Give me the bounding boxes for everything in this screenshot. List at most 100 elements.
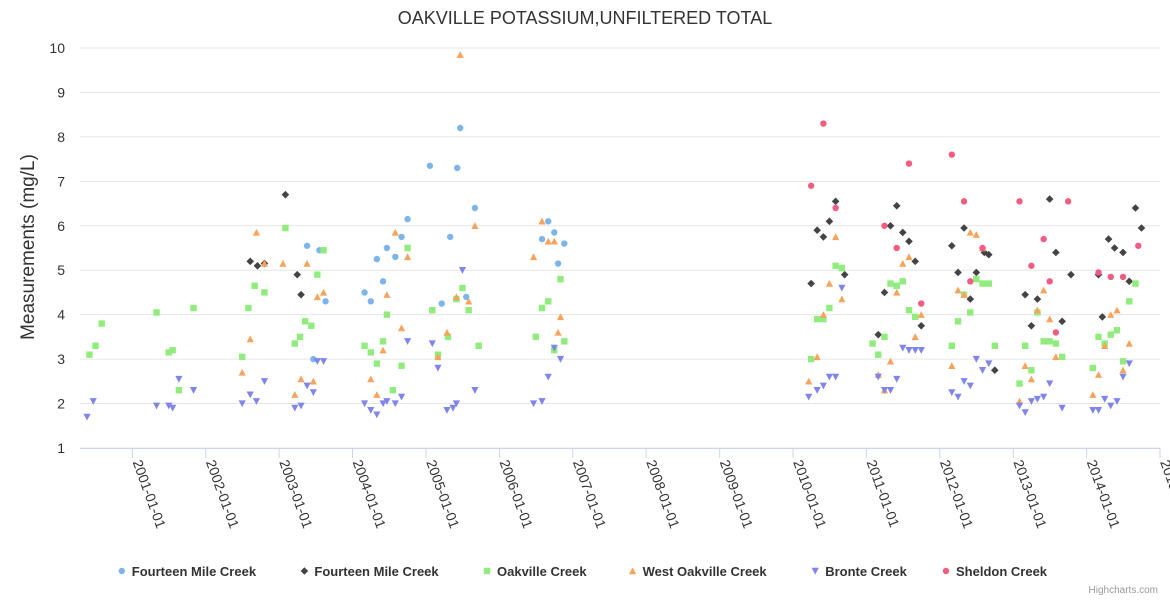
data-point[interactable]	[554, 328, 562, 336]
data-point[interactable]	[813, 353, 821, 361]
data-point[interactable]	[805, 377, 813, 385]
data-point[interactable]	[403, 338, 412, 345]
data-point[interactable]	[1040, 338, 1047, 345]
data-point[interactable]	[881, 333, 888, 341]
data-point[interactable]	[471, 204, 479, 212]
data-point[interactable]	[820, 315, 827, 323]
data-point[interactable]	[529, 253, 538, 261]
data-point[interactable]	[282, 224, 289, 232]
data-point[interactable]	[556, 313, 565, 321]
data-point[interactable]	[979, 244, 986, 252]
legend-marker-icon[interactable]	[483, 567, 491, 575]
data-point[interactable]	[832, 373, 840, 381]
legend-marker-icon[interactable]	[629, 567, 637, 575]
data-point[interactable]	[967, 309, 974, 316]
data-point[interactable]	[1033, 395, 1042, 403]
data-point[interactable]	[1131, 204, 1140, 212]
data-point[interactable]	[991, 342, 999, 349]
data-point[interactable]	[246, 257, 255, 266]
data-point[interactable]	[954, 318, 962, 325]
data-point[interactable]	[978, 367, 987, 374]
data-point[interactable]	[807, 355, 815, 363]
legend-label[interactable]: Sheldon Creek	[956, 564, 1048, 579]
data-point[interactable]	[153, 309, 160, 316]
data-point[interactable]	[391, 400, 399, 408]
data-point[interactable]	[251, 282, 258, 289]
data-point[interactable]	[832, 262, 839, 269]
data-point[interactable]	[434, 364, 442, 372]
data-point[interactable]	[899, 344, 907, 352]
data-point[interactable]	[246, 335, 254, 343]
legend-label[interactable]: Fourteen Mile Creek	[314, 564, 439, 579]
legend-item[interactable]: Fourteen Mile Creek	[118, 564, 257, 579]
data-point[interactable]	[1132, 280, 1139, 287]
data-point[interactable]	[838, 264, 846, 272]
data-point[interactable]	[1113, 398, 1121, 405]
data-point[interactable]	[1126, 298, 1133, 305]
data-point[interactable]	[152, 402, 161, 410]
data-point[interactable]	[972, 355, 980, 363]
data-point[interactable]	[1107, 311, 1115, 318]
data-point[interactable]	[459, 284, 466, 292]
data-point[interactable]	[260, 378, 269, 385]
data-point[interactable]	[98, 320, 105, 327]
data-point[interactable]	[892, 201, 901, 210]
data-point[interactable]	[874, 330, 883, 339]
data-point[interactable]	[1089, 364, 1097, 372]
data-point[interactable]	[538, 235, 546, 243]
data-point[interactable]	[361, 289, 368, 296]
data-point[interactable]	[840, 270, 849, 279]
data-point[interactable]	[1052, 340, 1060, 347]
data-point[interactable]	[291, 391, 299, 398]
data-point[interactable]	[532, 333, 539, 341]
data-point[interactable]	[1110, 244, 1119, 252]
data-point[interactable]	[960, 378, 968, 385]
data-point[interactable]	[1098, 313, 1107, 321]
data-point[interactable]	[893, 282, 900, 289]
data-point[interactable]	[1027, 321, 1036, 330]
data-point[interactable]	[320, 247, 327, 254]
legend-item[interactable]: Fourteen Mile Creek	[300, 564, 440, 579]
data-point[interactable]	[905, 253, 913, 261]
data-point[interactable]	[404, 215, 411, 223]
data-point[interactable]	[297, 290, 305, 299]
data-point[interactable]	[475, 342, 482, 349]
data-point[interactable]	[1033, 306, 1042, 314]
data-point[interactable]	[880, 288, 889, 297]
data-point[interactable]	[984, 250, 993, 259]
data-point[interactable]	[947, 241, 956, 250]
data-point[interactable]	[832, 204, 839, 212]
legend-marker-icon[interactable]	[942, 567, 950, 575]
data-point[interactable]	[383, 398, 391, 405]
data-point[interactable]	[966, 295, 975, 303]
data-point[interactable]	[551, 229, 558, 236]
data-point[interactable]	[874, 373, 882, 381]
data-point[interactable]	[979, 280, 986, 287]
data-point[interactable]	[1033, 295, 1042, 303]
data-point[interactable]	[1021, 342, 1029, 349]
data-point[interactable]	[471, 387, 479, 394]
data-point[interactable]	[973, 275, 980, 283]
legend[interactable]: Fourteen Mile Creek Fourteen Mile Creek Oa…	[118, 564, 1048, 579]
data-point[interactable]	[880, 387, 889, 394]
data-point[interactable]	[1095, 269, 1102, 276]
data-point[interactable]	[281, 190, 290, 199]
data-point[interactable]	[293, 270, 302, 279]
data-point[interactable]	[297, 402, 305, 410]
data-point[interactable]	[169, 404, 177, 412]
legend-item[interactable]: Oakville Creek	[483, 564, 588, 579]
data-point[interactable]	[456, 51, 464, 58]
data-point[interactable]	[1015, 402, 1024, 410]
data-point[interactable]	[373, 391, 381, 398]
data-point[interactable]	[446, 233, 454, 241]
data-point[interactable]	[245, 304, 252, 312]
data-point[interactable]	[985, 280, 992, 287]
data-point[interactable]	[838, 284, 846, 292]
data-point[interactable]	[246, 391, 254, 399]
data-point[interactable]	[893, 288, 901, 296]
data-point[interactable]	[832, 233, 840, 241]
data-point[interactable]	[1113, 327, 1121, 334]
data-point[interactable]	[893, 375, 901, 383]
data-point[interactable]	[838, 295, 846, 303]
data-point[interactable]	[1135, 242, 1142, 249]
